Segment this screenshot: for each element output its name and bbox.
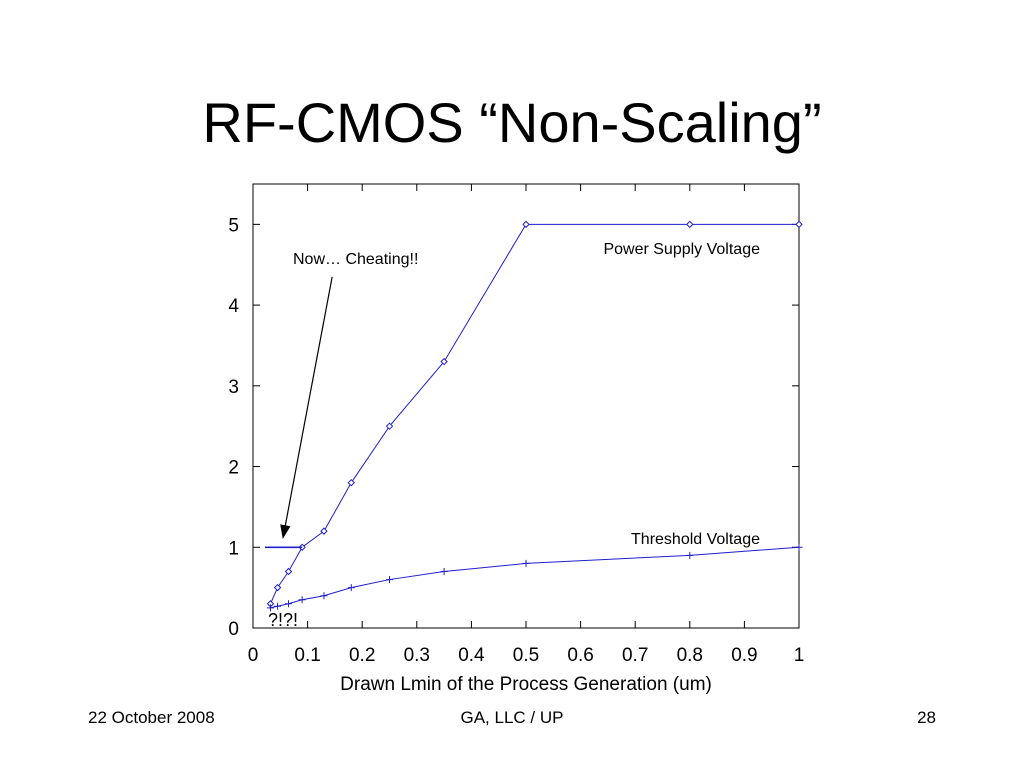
y-tick-label: 1 bbox=[228, 538, 239, 559]
x-tick-label: 0.9 bbox=[731, 645, 757, 666]
data-point-threshold-voltage bbox=[440, 567, 448, 575]
x-tick-label: 0 bbox=[248, 645, 259, 666]
footer-date: 22 October 2008 bbox=[88, 708, 215, 727]
data-point-threshold-voltage bbox=[795, 543, 803, 551]
data-point-power-supply-voltage bbox=[273, 583, 282, 592]
data-point-power-supply-voltage bbox=[440, 357, 448, 366]
data-point-threshold-voltage bbox=[522, 559, 530, 567]
data-point-threshold-voltage bbox=[386, 576, 393, 584]
data-point-threshold-voltage bbox=[266, 604, 274, 612]
data-point-power-supply-voltage bbox=[522, 220, 530, 229]
data-point-power-supply-voltage bbox=[320, 527, 328, 535]
footer-page-number: 28 bbox=[917, 708, 936, 727]
series-layer bbox=[266, 220, 803, 612]
y-tick-label: 0 bbox=[228, 619, 239, 640]
x-tick-label: 0.6 bbox=[567, 645, 593, 666]
y-tick-label: 4 bbox=[228, 296, 239, 317]
data-point-power-supply-voltage bbox=[284, 567, 293, 576]
x-tick-label: 0.8 bbox=[677, 645, 703, 666]
annotation-layer bbox=[265, 276, 333, 549]
data-point-power-supply-voltage bbox=[795, 220, 803, 229]
data-point-threshold-voltage bbox=[686, 551, 694, 559]
slide-title: RF-CMOS “Non-Scaling” bbox=[202, 91, 822, 154]
x-axis-label: Drawn Lmin of the Process Generation (um… bbox=[340, 674, 712, 695]
y-tick-label: 2 bbox=[228, 458, 239, 479]
x-tick-label: 0.3 bbox=[404, 645, 430, 666]
question-annotation-label: ?!?! bbox=[268, 610, 298, 630]
footer-organization: GA, LLC / UP bbox=[460, 708, 564, 727]
annotation-arrow-shaft bbox=[282, 276, 333, 538]
data-point-threshold-voltage bbox=[298, 596, 306, 604]
cheating-annotation-label: Now… Cheating!! bbox=[293, 251, 418, 268]
y-tick-label: 3 bbox=[228, 377, 239, 398]
axis-ticks: 0 0.1 0.2 0.3 0.4 0.5 0.6 0.7 0.8 0.9 1 0 1 2 3 4 5 bbox=[228, 184, 804, 666]
x-tick-label: 0.1 bbox=[294, 645, 320, 666]
data-point-threshold-voltage bbox=[320, 592, 328, 600]
x-tick-label: 0.2 bbox=[349, 645, 375, 666]
data-point-power-supply-voltage bbox=[686, 220, 694, 229]
data-point-threshold-voltage bbox=[347, 584, 355, 592]
x-tick-label: 0.5 bbox=[513, 645, 539, 666]
x-tick-label: 0.4 bbox=[458, 645, 485, 666]
series-line-threshold-voltage bbox=[270, 546, 800, 609]
data-point-threshold-voltage bbox=[284, 600, 292, 608]
y-tick-label: 5 bbox=[228, 215, 239, 236]
series-label-threshold-voltage: Threshold Voltage bbox=[631, 531, 760, 548]
data-point-power-supply-voltage bbox=[347, 478, 355, 487]
series-label-power-supply-voltage: Power Supply Voltage bbox=[603, 241, 760, 258]
data-point-power-supply-voltage bbox=[385, 422, 394, 430]
annotation-arrow-head bbox=[280, 524, 291, 539]
x-tick-label: 0.7 bbox=[622, 645, 648, 666]
data-point-threshold-voltage bbox=[274, 602, 282, 610]
x-tick-label: 1 bbox=[794, 645, 805, 666]
